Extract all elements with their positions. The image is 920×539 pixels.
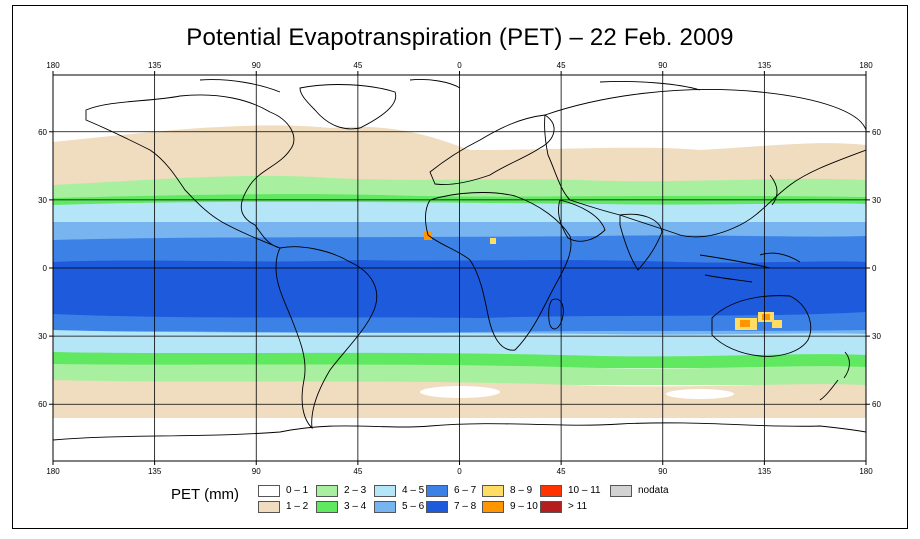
south-america-outline — [275, 246, 378, 430]
lat-label-left: 60 — [38, 128, 47, 137]
legend-label: 10 – 11 — [568, 485, 601, 496]
lon-label-bottom: 135 — [758, 467, 772, 476]
legend-swatch — [258, 485, 280, 497]
lat-label-right: 0 — [872, 264, 877, 273]
lon-label-top: 135 — [148, 61, 162, 70]
lon-label-bottom: 0 — [457, 467, 462, 476]
lat-label-right: 60 — [872, 128, 881, 137]
lon-label-top: 45 — [557, 61, 566, 70]
lon-label-top: 180 — [859, 61, 873, 70]
pet-hotspot-9-10 — [424, 232, 432, 240]
legend-swatch — [540, 485, 562, 497]
legend-swatch — [316, 485, 338, 497]
axis-ticks — [49, 71, 870, 465]
figure-frame — [12, 5, 908, 529]
legend-swatch — [258, 501, 280, 513]
lat-label-right: 30 — [872, 332, 881, 341]
pet-hotspot-8-9 — [490, 238, 496, 244]
legend-label: nodata — [638, 485, 669, 496]
lat-label-left: 0 — [43, 264, 48, 273]
legend-swatch — [374, 501, 396, 513]
lat-label-right: 60 — [872, 400, 881, 409]
lon-label-bottom: 180 — [859, 467, 873, 476]
pet-hotspot-8-9 — [772, 320, 782, 328]
arctic-islands-outline — [199, 79, 701, 93]
lon-label-bottom: 45 — [557, 467, 566, 476]
asia-outline — [544, 89, 866, 238]
map-title: Potential Evapotranspiration (PET) – 22 … — [186, 24, 734, 51]
legend-label: > 11 — [568, 501, 587, 512]
legend-label: 8 – 9 — [510, 485, 533, 496]
lat-label-left: 30 — [38, 332, 47, 341]
lon-label-top: 90 — [658, 61, 667, 70]
pet-hotspot-9-10 — [762, 314, 770, 320]
pet-patch-0-1 — [666, 389, 734, 399]
lon-label-bottom: 180 — [46, 467, 60, 476]
lat-label-left: 30 — [38, 196, 47, 205]
lat-label-left: 60 — [38, 400, 47, 409]
lon-label-bottom: 90 — [658, 467, 667, 476]
new-zealand-outline — [819, 351, 850, 401]
legend-label: 7 – 8 — [454, 501, 477, 512]
antarctica-outline — [53, 422, 866, 441]
greenland-outline — [299, 84, 397, 130]
europe-outline — [429, 114, 555, 185]
graticule — [53, 75, 866, 461]
legend-label: 4 – 5 — [402, 485, 425, 496]
legend-swatch — [610, 485, 632, 497]
japan-outline — [769, 174, 778, 206]
pet-patch-0-1 — [420, 386, 500, 398]
pet-hotspots — [424, 232, 782, 330]
legend-swatch — [426, 485, 448, 497]
legend-swatch — [316, 501, 338, 513]
legend-label: 1 – 2 — [286, 501, 309, 512]
legend-label: 3 – 4 — [344, 501, 367, 512]
legend-swatch — [426, 501, 448, 513]
lon-label-top: 180 — [46, 61, 60, 70]
lon-label-bottom: 45 — [353, 467, 362, 476]
legend-label: 9 – 10 — [510, 501, 538, 512]
legend-title: PET (mm) — [171, 486, 240, 503]
arabia-outline — [557, 199, 606, 242]
pet-hotspot-9-10 — [740, 320, 750, 327]
legend-label: 0 – 1 — [286, 485, 309, 496]
legend-swatch — [374, 485, 396, 497]
lat-label-right: 30 — [872, 196, 881, 205]
legend-swatch — [482, 485, 504, 497]
axis-tick-labels: 180 180 135 135 90 90 45 45 0 0 45 45 90 90 135 135 180 1… — [38, 61, 881, 476]
lon-label-top: 90 — [252, 61, 261, 70]
legend-label: 6 – 7 — [454, 485, 477, 496]
coastlines — [53, 79, 866, 441]
lon-label-bottom: 135 — [148, 467, 162, 476]
lon-label-top: 45 — [353, 61, 362, 70]
lon-label-top: 0 — [457, 61, 462, 70]
legend-swatch — [540, 501, 562, 513]
lon-label-top: 135 — [758, 61, 772, 70]
lon-label-bottom: 90 — [252, 467, 261, 476]
north-america-outline — [85, 94, 295, 249]
legend-swatch — [482, 501, 504, 513]
southeast-asia-islands-outline — [699, 252, 801, 283]
australia-outline — [711, 295, 812, 357]
india-outline — [619, 213, 663, 271]
legend-label: 2 – 3 — [344, 485, 367, 496]
legend-label: 5 – 6 — [402, 501, 425, 512]
